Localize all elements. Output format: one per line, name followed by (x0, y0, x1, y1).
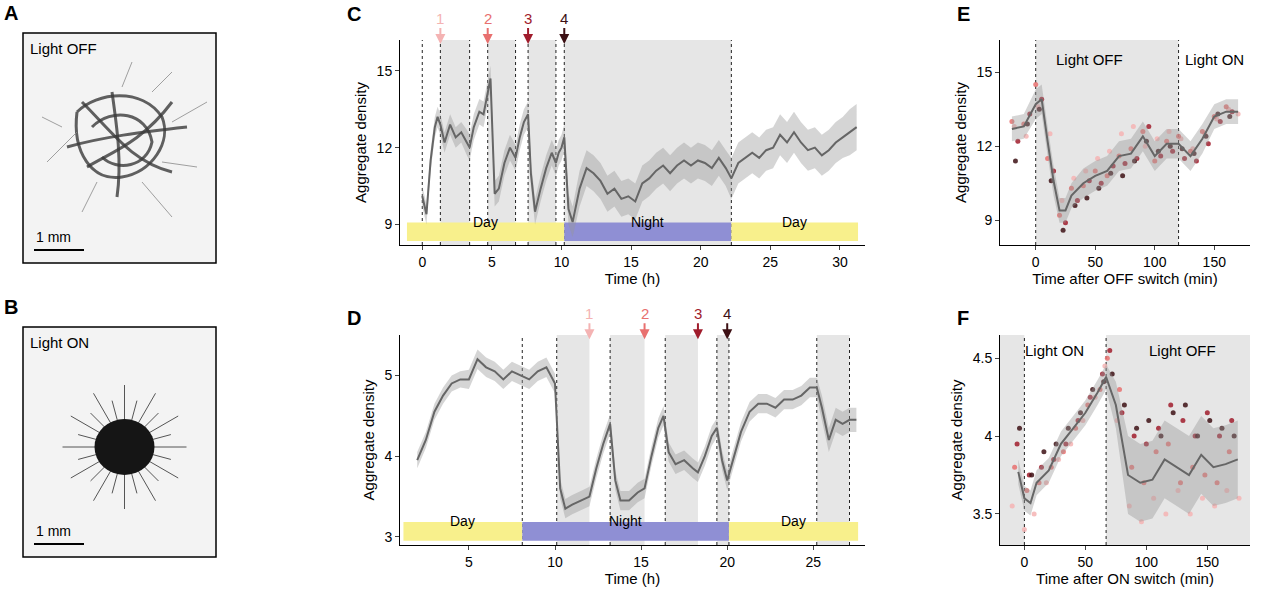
svg-text:100: 100 (1135, 554, 1159, 570)
svg-text:E: E (957, 3, 970, 25)
svg-text:100: 100 (1143, 254, 1167, 270)
svg-text:Light ON: Light ON (30, 334, 89, 351)
svg-text:0: 0 (1020, 554, 1028, 570)
svg-text:Light ON: Light ON (1185, 51, 1244, 68)
svg-text:50: 50 (1087, 254, 1103, 270)
svg-text:0: 0 (418, 254, 426, 270)
html-text:A: A (4, 2, 19, 24)
svg-text:10: 10 (547, 554, 563, 570)
svg-text:12: 12 (977, 138, 993, 154)
svg-text:15: 15 (377, 63, 393, 79)
svg-text:Time (h): Time (h) (605, 270, 660, 287)
svg-text:F: F (957, 307, 969, 329)
svg-text:4: 4 (984, 428, 992, 444)
svg-text:12: 12 (377, 140, 393, 156)
svg-text:3.5: 3.5 (973, 506, 993, 522)
svg-text:4: 4 (560, 10, 568, 27)
svg-text:20: 20 (719, 554, 735, 570)
svg-text:9: 9 (384, 216, 392, 232)
svg-text:50: 50 (1078, 554, 1094, 570)
svg-text:D: D (347, 307, 361, 329)
svg-text:25: 25 (763, 254, 779, 270)
svg-text:15: 15 (623, 254, 639, 270)
svg-text:20: 20 (693, 254, 709, 270)
svg-text:1 mm: 1 mm (36, 229, 71, 245)
svg-text:1: 1 (585, 305, 593, 322)
svg-text:4: 4 (384, 448, 392, 464)
svg-text:5: 5 (488, 254, 496, 270)
svg-text:Time after OFF switch (min): Time after OFF switch (min) (1032, 270, 1217, 287)
svg-text:2: 2 (641, 305, 649, 322)
svg-text:3: 3 (384, 529, 392, 545)
svg-text:30: 30 (832, 254, 848, 270)
svg-text:Aggregate density: Aggregate density (360, 379, 377, 500)
svg-text:2: 2 (484, 10, 492, 27)
svg-text:3: 3 (524, 10, 532, 27)
svg-text:Time after ON switch (min): Time after ON switch (min) (1036, 570, 1214, 587)
svg-text:4.5: 4.5 (973, 350, 993, 366)
html-text:B: B (4, 296, 19, 318)
svg-text:Aggregate density: Aggregate density (352, 82, 369, 203)
svg-text:4: 4 (723, 305, 731, 322)
svg-text:Aggregate density: Aggregate density (948, 379, 965, 500)
svg-text:Light OFF: Light OFF (1056, 51, 1123, 68)
svg-text:25: 25 (806, 554, 822, 570)
svg-text:Day: Day (473, 214, 498, 230)
svg-text:Day: Day (782, 214, 807, 230)
svg-text:0: 0 (1032, 254, 1040, 270)
svg-text:Day: Day (450, 513, 475, 529)
svg-text:Night: Night (609, 513, 642, 529)
svg-text:Light OFF: Light OFF (30, 40, 97, 57)
svg-text:Aggregate density: Aggregate density (952, 82, 969, 203)
svg-text:150: 150 (1203, 254, 1227, 270)
svg-text:Light OFF: Light OFF (1149, 342, 1216, 359)
svg-text:Light ON: Light ON (1025, 342, 1084, 359)
svg-text:9: 9 (984, 212, 992, 228)
svg-text:5: 5 (465, 554, 473, 570)
svg-text:3: 3 (694, 305, 702, 322)
svg-text:10: 10 (554, 254, 570, 270)
svg-text:15: 15 (633, 554, 649, 570)
svg-text:5: 5 (384, 367, 392, 383)
svg-text:15: 15 (977, 64, 993, 80)
svg-text:1 mm: 1 mm (36, 523, 71, 539)
svg-text:C: C (347, 3, 361, 25)
svg-text:Night: Night (631, 214, 664, 230)
svg-text:150: 150 (1196, 554, 1220, 570)
svg-text:1: 1 (436, 10, 444, 27)
svg-text:Day: Day (781, 513, 806, 529)
svg-text:Time (h): Time (h) (605, 570, 660, 587)
